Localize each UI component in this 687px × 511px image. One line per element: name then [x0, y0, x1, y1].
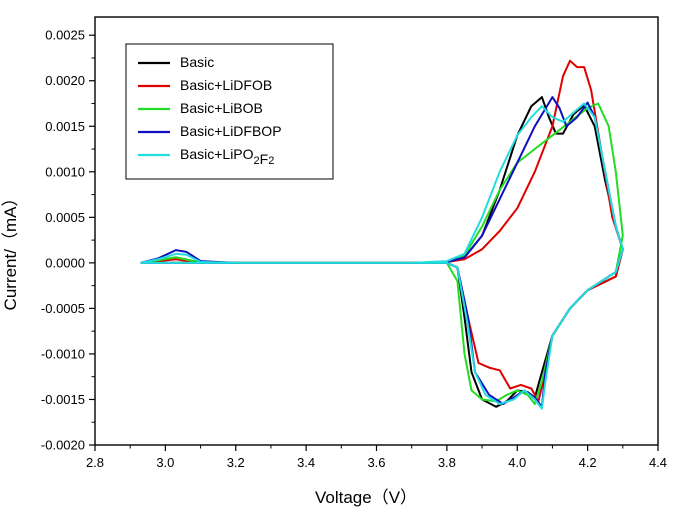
x-tick-label: 3.0 — [156, 455, 174, 470]
y-tick-label: -0.0015 — [41, 392, 85, 407]
x-tick-label: 3.4 — [297, 455, 315, 470]
y-tick-label: 0.0025 — [45, 28, 85, 43]
y-tick-label: -0.0005 — [41, 301, 85, 316]
x-tick-label: 4.0 — [508, 455, 526, 470]
x-axis-title: Voltage（V） — [315, 488, 417, 507]
series-layer — [140, 59, 624, 410]
legend: Basic Basic+LiDFOB Basic+LiBOB Basic+LiDFBO… — [125, 43, 334, 180]
y-tick-label: 0.0005 — [45, 210, 85, 225]
y-tick-label: -0.0010 — [41, 346, 85, 361]
y-tick-label: 0.0015 — [45, 119, 85, 134]
x-tick-label: 3.6 — [367, 455, 385, 470]
x-tick-label: 4.2 — [579, 455, 597, 470]
x-tick-label: 2.8 — [86, 455, 104, 470]
y-axis-title: Current/（mA） — [1, 190, 20, 311]
series-line — [140, 102, 624, 410]
x-tick-label: 3.2 — [227, 455, 245, 470]
y-tick-label: 0.0020 — [45, 73, 85, 88]
legend-label: Basic+LiBOB — [180, 100, 263, 116]
y-tick-label: 0.0010 — [45, 164, 85, 179]
legend-label: Basic+LiDFBOP — [180, 123, 282, 139]
x-tick-label: 4.4 — [649, 455, 667, 470]
y-tick-label: 0.0000 — [45, 255, 85, 270]
y-tick-label: -0.0020 — [41, 438, 85, 453]
axis-ticks: 2.8 3.0 3.2 3.4 3.6 3.8 4.0 4.2 4.4 -0.0020 -0.001… — [41, 28, 667, 470]
legend-label: Basic+LiPO2F2 — [180, 146, 274, 167]
x-tick-label: 3.8 — [438, 455, 456, 470]
legend-label: Basic+LiDFOB — [180, 77, 272, 93]
legend-label: Basic — [180, 54, 214, 70]
legend-box — [125, 43, 334, 180]
